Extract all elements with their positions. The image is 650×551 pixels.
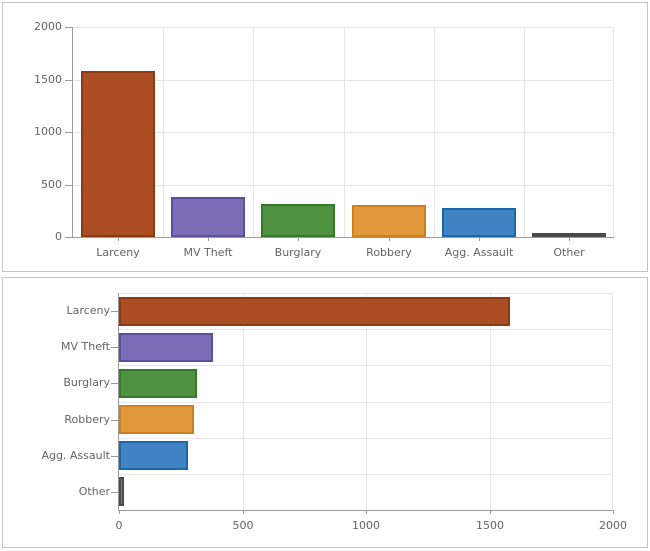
plot-area: Larceny MV Theft Burglary Robbery Agg. Assau… [41,293,627,532]
bar-robbery [119,405,194,434]
gridline-vertical [243,293,244,510]
horizontal-bar-chart: Larceny MV Theft Burglary Robbery Agg. Assau… [3,278,647,547]
gridline-vertical [524,27,525,237]
y-axis-tick [65,185,73,186]
gridline-horizontal [119,293,613,294]
bar-burglary [119,369,197,398]
bar-agg-assault [442,208,516,237]
category-label: Robbery [64,413,110,426]
gridline-vertical [253,27,254,237]
category-label: MV Theft [183,246,233,259]
x-tick-label: 1500 [476,519,504,532]
category-label: Larceny [96,246,140,259]
category-label: Other [78,485,110,498]
x-axis-tick [298,237,299,241]
x-tick-label: 1000 [352,519,380,532]
bar-burglary [261,204,335,237]
gridline-horizontal [73,132,614,133]
x-axis-tick [389,237,390,241]
y-tick-label: 0 [55,230,62,243]
x-axis-tick [119,510,120,514]
gridline-horizontal [119,402,613,403]
x-tick-label: 0 [115,519,123,532]
gridline-horizontal [119,365,613,366]
y-axis-tick [111,383,119,384]
gridline-horizontal [73,185,614,186]
gridline-horizontal [119,474,613,475]
x-axis-tick [490,510,491,514]
y-axis-tick [65,27,73,28]
bar-other [532,233,606,237]
y-axis-tick [65,80,73,81]
gridline-vertical [344,27,345,237]
y-tick-label: 1000 [34,125,62,138]
category-label: Larceny [66,304,110,317]
x-axis-tick [366,510,367,514]
vertical-bar-chart-panel: 0 500 1000 1500 2000 Larceny MV Theft Burglary R… [2,2,648,272]
bar-agg-assault [119,441,188,470]
category-label: Robbery [366,246,412,259]
y-axis-tick [111,492,119,493]
category-label: Agg. Assault [41,449,110,462]
gridline-vertical [612,293,613,510]
category-label: Burglary [274,246,322,259]
gridline-vertical [434,27,435,237]
bar-other [119,477,124,506]
category-label: Agg. Assault [444,246,514,259]
gridline-vertical [163,27,164,237]
category-label: Burglary [63,376,110,389]
plot-area: 0 500 1000 1500 2000 Larceny MV Theft Burglary R… [34,20,614,259]
y-axis-tick [111,420,119,421]
x-tick-label: 500 [232,519,254,532]
y-axis-tick [111,456,119,457]
y-tick-label: 2000 [34,20,62,33]
bar-larceny [81,71,155,237]
y-tick-label: 500 [41,178,62,191]
gridline-horizontal [73,80,614,81]
x-axis-tick [479,237,480,241]
bar-mv-theft [119,333,213,362]
x-axis-tick [243,510,244,514]
gridline-horizontal [119,329,613,330]
horizontal-bar-chart-panel: Larceny MV Theft Burglary Robbery Agg. Assau… [2,277,648,548]
y-axis-tick [65,132,73,133]
y-tick-label: 1500 [34,73,62,86]
gridline-horizontal [119,438,613,439]
gridline-vertical [613,27,614,237]
x-axis-tick [569,237,570,241]
bar-robbery [352,205,426,237]
category-label: Other [553,246,585,259]
category-label: MV Theft [61,340,110,353]
x-axis-tick [118,237,119,241]
y-axis-tick [111,311,119,312]
x-axis-tick [613,510,614,514]
x-axis-tick [208,237,209,241]
y-axis-tick [111,347,119,348]
x-tick-label: 2000 [599,519,627,532]
y-axis-tick [65,237,73,238]
gridline-vertical [490,293,491,510]
gridline-vertical [366,293,367,510]
bar-larceny [119,297,510,326]
bar-mv-theft [171,197,245,237]
gridline-horizontal [73,27,614,28]
vertical-bar-chart: 0 500 1000 1500 2000 Larceny MV Theft Burglary R… [3,3,647,271]
